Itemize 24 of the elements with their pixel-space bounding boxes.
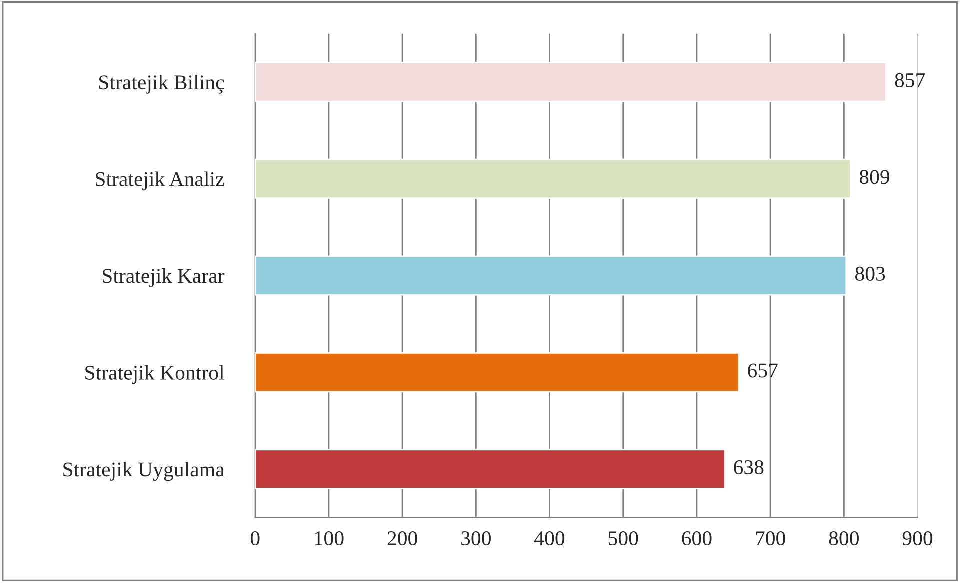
y-tick-label: Stratejik Uygulama [64,462,225,482]
y-tick-label: Stratejik Kontrol [86,365,224,384]
x-tick-label: 100 [315,532,344,546]
data-label: 638 [734,460,764,475]
bar [255,256,848,296]
x-tick-label: 700 [756,532,786,546]
x-tick-label: 0 [250,532,260,546]
data-label: 857 [895,73,926,88]
x-tick-label: 900 [902,532,933,546]
bar [255,62,887,102]
data-label: 809 [860,170,890,184]
x-tick-label: 200 [388,532,418,546]
x-tick-label: 500 [608,532,638,546]
bar [255,449,726,490]
bar [255,158,852,200]
y-tick-label: Stratejik Karar [102,268,225,288]
y-tick-label: Stratejik Bilinç [99,74,224,94]
x-tick-label: 400 [534,532,565,546]
x-tick-label: 800 [829,532,859,546]
x-tick-label: 600 [682,532,712,546]
data-label: 803 [855,266,886,281]
y-tick-label: Stratejik Analiz [96,172,224,191]
bar [255,352,740,393]
x-tick-label: 300 [462,532,491,546]
